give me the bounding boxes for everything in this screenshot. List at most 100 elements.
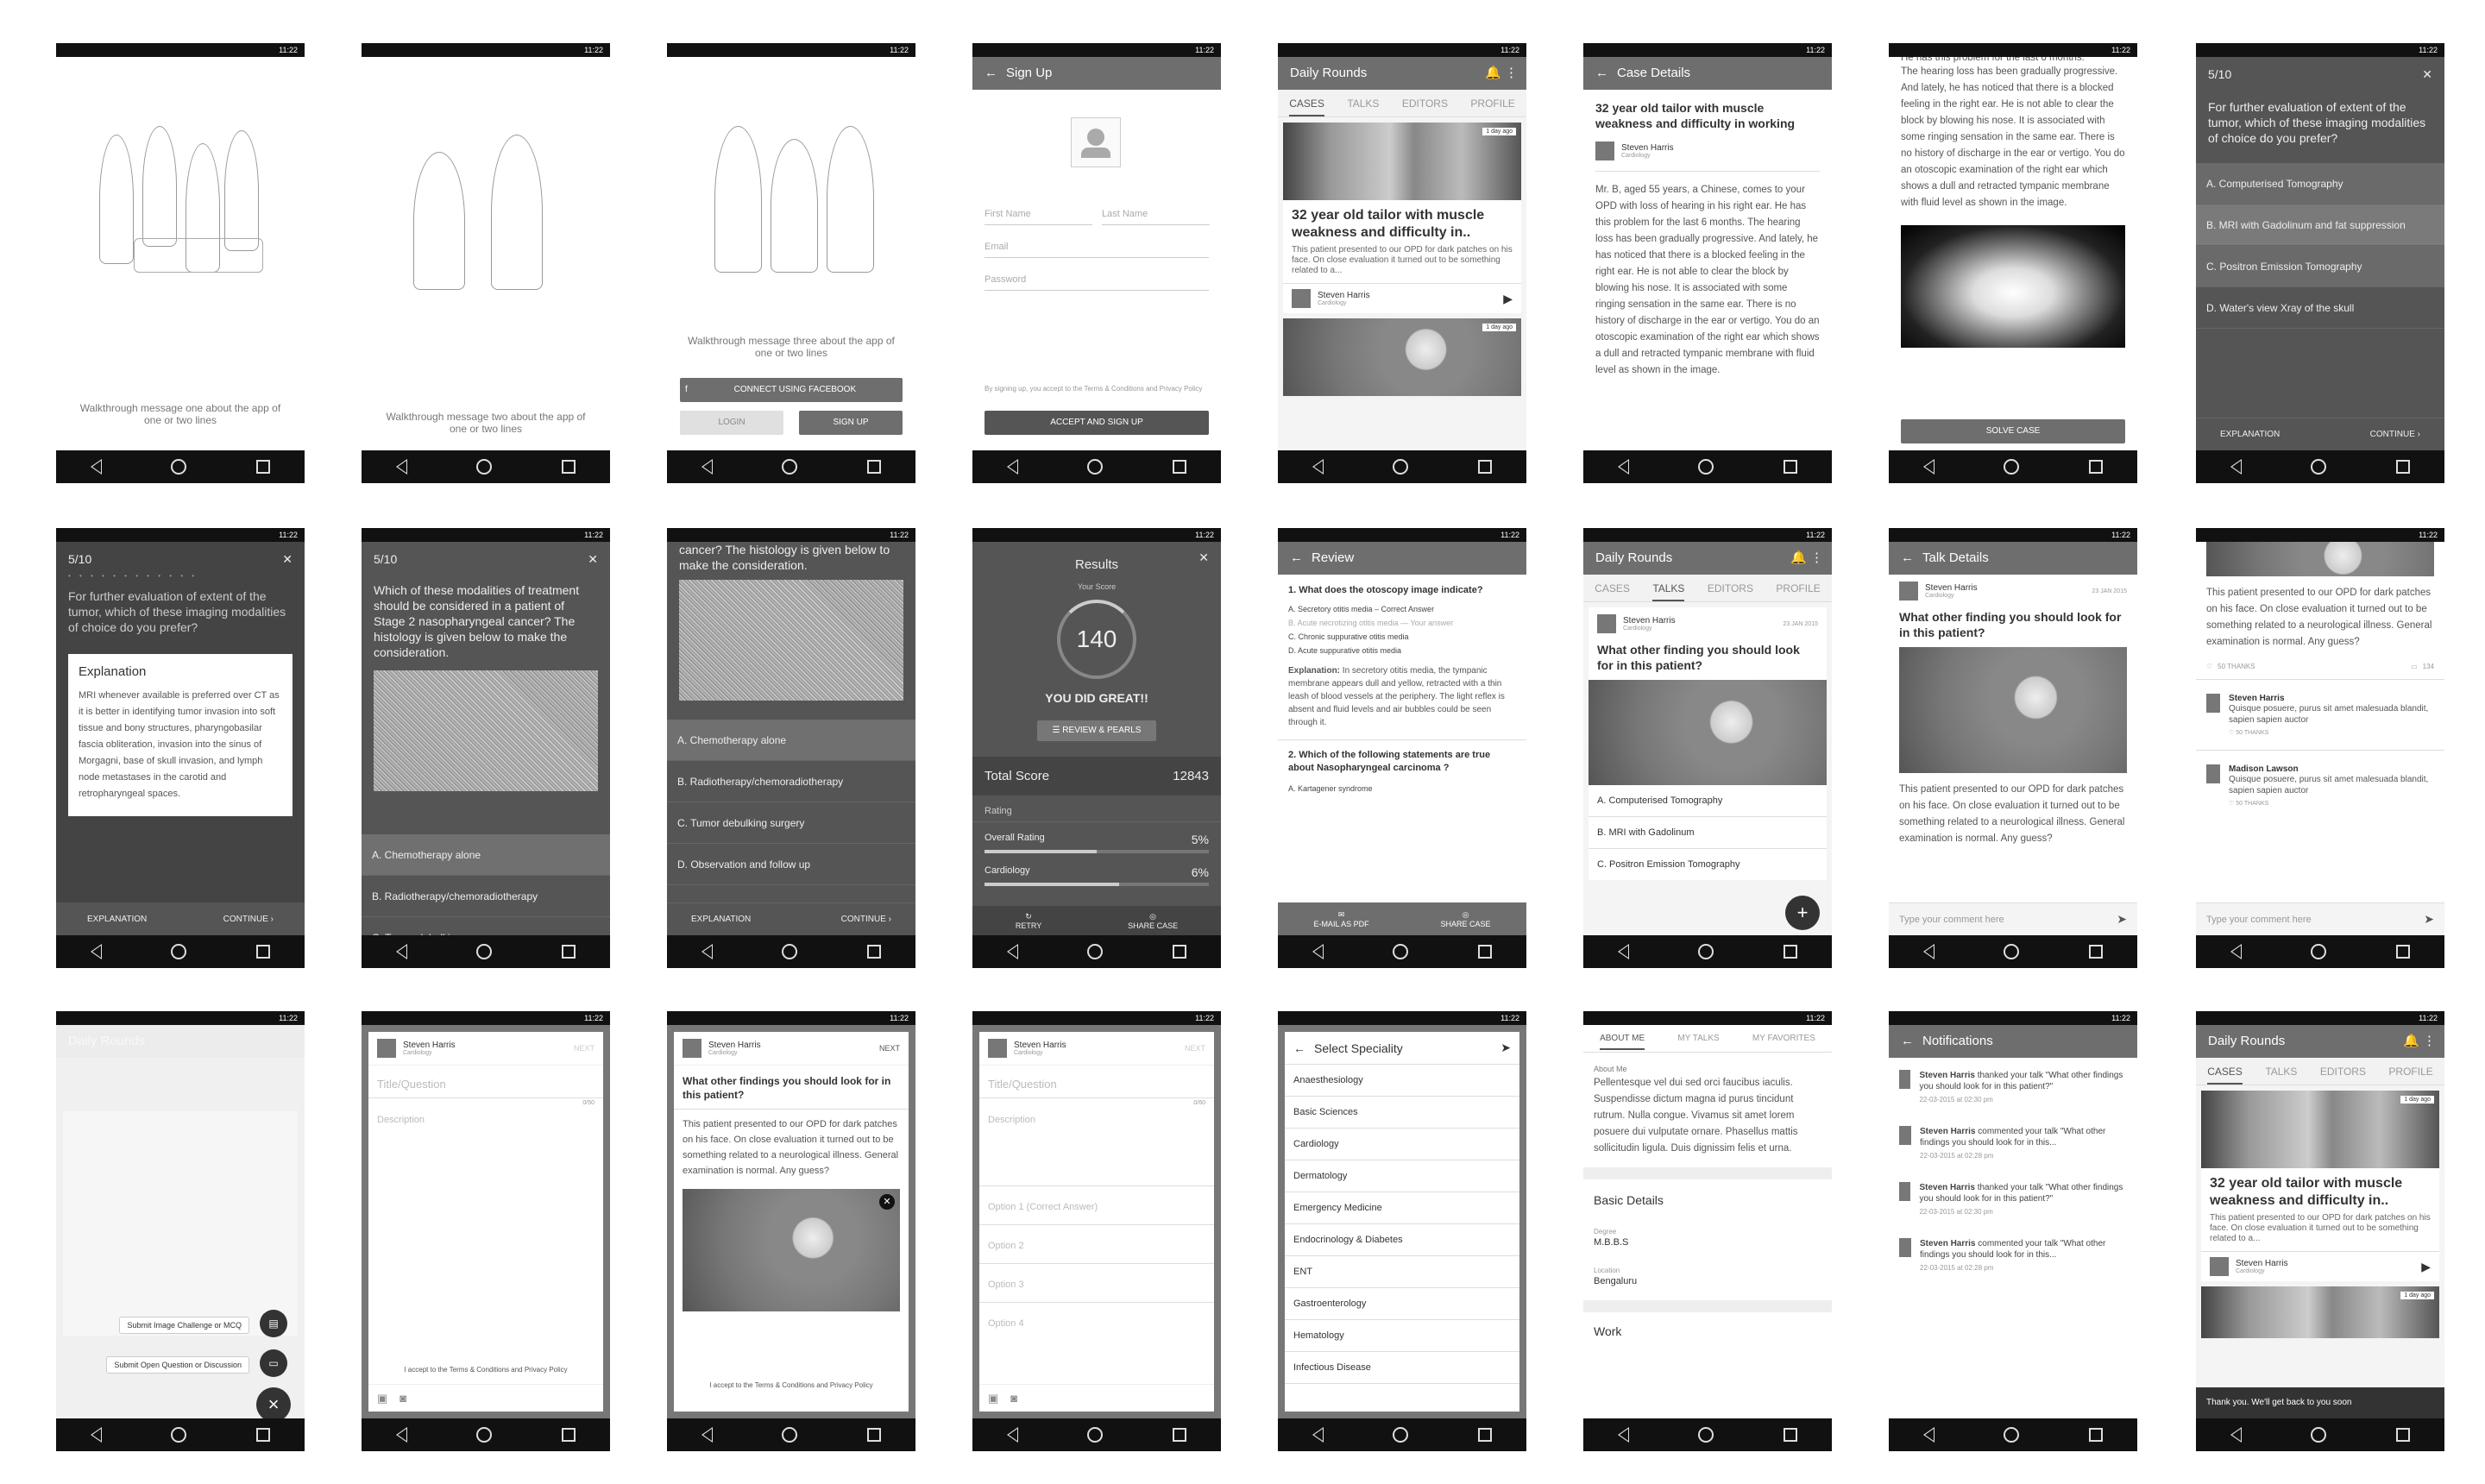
back-icon[interactable] [1618, 1427, 1630, 1443]
review-pearls-button[interactable]: ☰ REVIEW & PEARLS [1037, 720, 1156, 741]
speciality-item[interactable]: Infectious Disease [1285, 1352, 1519, 1384]
speciality-item[interactable]: Basic Sciences [1285, 1097, 1519, 1129]
recents-icon[interactable] [255, 460, 270, 474]
recents-icon[interactable] [1477, 1428, 1492, 1442]
play-icon[interactable]: ▶ [2421, 1259, 2431, 1273]
recents-icon[interactable] [2395, 945, 2410, 959]
explanation-button[interactable]: EXPLANATION [691, 915, 752, 924]
close-icon[interactable]: ✕ [1198, 550, 1209, 564]
tab-my-talks[interactable]: MY TALKS [1677, 1034, 1720, 1043]
image-icon[interactable]: ▣ [377, 1391, 388, 1405]
option-c[interactable]: C. Positron Emission Tomography [1597, 859, 1740, 870]
option-a[interactable]: A. Chemotherapy alone [362, 834, 610, 876]
speciality-item[interactable]: Emergency Medicine [1285, 1192, 1519, 1224]
submit-open-question-item[interactable]: Submit Open Question or Discussion [106, 1356, 249, 1374]
home-icon[interactable] [1087, 944, 1104, 959]
last-name-field[interactable]: Last Name [1102, 204, 1210, 225]
back-icon[interactable] [396, 1427, 408, 1443]
case-card[interactable]: 1 day ago 32 year old tailor with muscle… [1283, 123, 1521, 313]
recents-icon[interactable] [2395, 1428, 2410, 1442]
comment-input[interactable]: Type your comment here [1899, 914, 2004, 925]
description-input[interactable]: This patient presented to our OPD for da… [683, 1119, 899, 1176]
explanation-button[interactable]: EXPLANATION [87, 915, 148, 924]
speciality-item[interactable]: ENT [1285, 1256, 1519, 1288]
recents-icon[interactable] [2395, 460, 2410, 474]
recents-icon[interactable] [2088, 1428, 2103, 1442]
recents-icon[interactable] [255, 1428, 270, 1442]
send-icon[interactable]: ➤ [1500, 1041, 1511, 1054]
back-icon[interactable] [1007, 1427, 1019, 1443]
submit-image-challenge-item[interactable]: Submit Image Challenge or MCQ [119, 1317, 249, 1334]
home-icon[interactable] [2311, 1427, 2327, 1443]
recents-icon[interactable] [2088, 460, 2103, 474]
tab-talks[interactable]: TALKS [1652, 582, 1685, 601]
tab-talks[interactable]: TALKS [2265, 1065, 2298, 1078]
tab-profile[interactable]: PROFILE [1776, 582, 1821, 594]
back-icon[interactable] [91, 459, 103, 475]
option-1-input[interactable]: Option 1 (Correct Answer) [979, 1186, 1214, 1225]
back-icon[interactable] [1312, 459, 1324, 475]
home-icon[interactable] [2311, 459, 2327, 475]
back-icon[interactable] [2230, 459, 2243, 475]
back-icon[interactable] [91, 1427, 103, 1443]
close-fab[interactable]: × [256, 1387, 291, 1418]
tab-cases[interactable]: CASES [1595, 582, 1630, 594]
case-image-2[interactable]: 1 day ago [1283, 318, 1521, 396]
notification-item[interactable]: Steven Harris commented your talk "What … [1889, 1114, 2137, 1170]
close-icon[interactable]: ✕ [282, 552, 293, 566]
recents-icon[interactable] [255, 945, 270, 959]
back-icon[interactable] [1007, 459, 1019, 475]
option-b[interactable]: B. MRI with Gadolinum and fat suppressio… [2196, 204, 2444, 246]
recents-icon[interactable] [1172, 945, 1186, 959]
home-icon[interactable] [1087, 1427, 1104, 1443]
option-b[interactable]: B. MRI with Gadolinum [1589, 817, 1827, 849]
recents-icon[interactable] [866, 460, 881, 474]
recents-icon[interactable] [866, 945, 881, 959]
description-input[interactable]: Description [377, 1115, 425, 1125]
send-icon[interactable]: ➤ [2424, 912, 2434, 926]
terms-text[interactable]: I accept to the Terms & Conditions and P… [404, 1366, 568, 1374]
back-icon[interactable] [1923, 459, 1935, 475]
recents-icon[interactable] [1783, 945, 1797, 959]
option-c[interactable]: C. Tumor debulking surgery [362, 917, 610, 936]
notification-item[interactable]: Steven Harris commented your talk "What … [1889, 1226, 2137, 1282]
back-icon[interactable] [701, 1427, 714, 1443]
camera-icon[interactable]: ◙ [399, 1392, 407, 1405]
talk-card[interactable]: Steven Harris Cardiology 23 JAN 2015 What… [1589, 607, 1827, 880]
accept-signup-button[interactable]: ACCEPT AND SIGN UP [985, 411, 1209, 435]
home-icon[interactable] [171, 1427, 187, 1443]
recents-icon[interactable] [1172, 460, 1186, 474]
back-arrow-icon[interactable]: ← [985, 66, 997, 80]
image-challenge-fab[interactable]: ▤ [260, 1310, 287, 1337]
recents-icon[interactable] [2088, 945, 2103, 959]
case-image-2[interactable]: 1 day ago [2201, 1286, 2439, 1338]
back-icon[interactable] [396, 944, 408, 959]
solve-case-button[interactable]: SOLVE CASE [1901, 419, 2125, 443]
recents-icon[interactable] [1477, 945, 1492, 959]
speciality-item[interactable]: Hematology [1285, 1320, 1519, 1352]
next-button[interactable]: NEXT [573, 1044, 595, 1053]
back-icon[interactable] [91, 944, 103, 959]
recents-icon[interactable] [561, 460, 576, 474]
speciality-item[interactable]: Cardiology [1285, 1129, 1519, 1160]
option-c[interactable]: C. Tumor debulking surgery [667, 802, 915, 844]
play-icon[interactable]: ▶ [1503, 291, 1513, 305]
home-icon[interactable] [476, 944, 493, 959]
home-icon[interactable] [476, 1427, 493, 1443]
back-icon[interactable] [1923, 1427, 1935, 1443]
description-input[interactable]: Description [979, 1108, 1214, 1186]
connect-facebook-button[interactable]: f CONNECT USING FACEBOOK [680, 378, 903, 402]
heart-icon[interactable]: ♡ [2206, 663, 2213, 670]
retry-button[interactable]: ↻ RETRY [1016, 912, 1041, 930]
speciality-item[interactable]: Endocrinology & Diabetes [1285, 1224, 1519, 1256]
bell-icon[interactable]: 🔔 ⋮ [1485, 66, 1518, 80]
comment-icon[interactable]: ▭ [2411, 663, 2418, 670]
bell-icon[interactable]: 🔔 ⋮ [2403, 1034, 2436, 1048]
home-icon[interactable] [2004, 1427, 2020, 1443]
tab-cases[interactable]: CASES [1289, 97, 1324, 116]
title-input[interactable]: Title/Question [979, 1066, 1214, 1098]
option-b[interactable]: B. Radiotherapy/chemoradiotherapy [667, 761, 915, 802]
explanation-button[interactable]: EXPLANATION [2220, 430, 2281, 439]
back-icon[interactable] [701, 944, 714, 959]
home-icon[interactable] [476, 459, 493, 475]
